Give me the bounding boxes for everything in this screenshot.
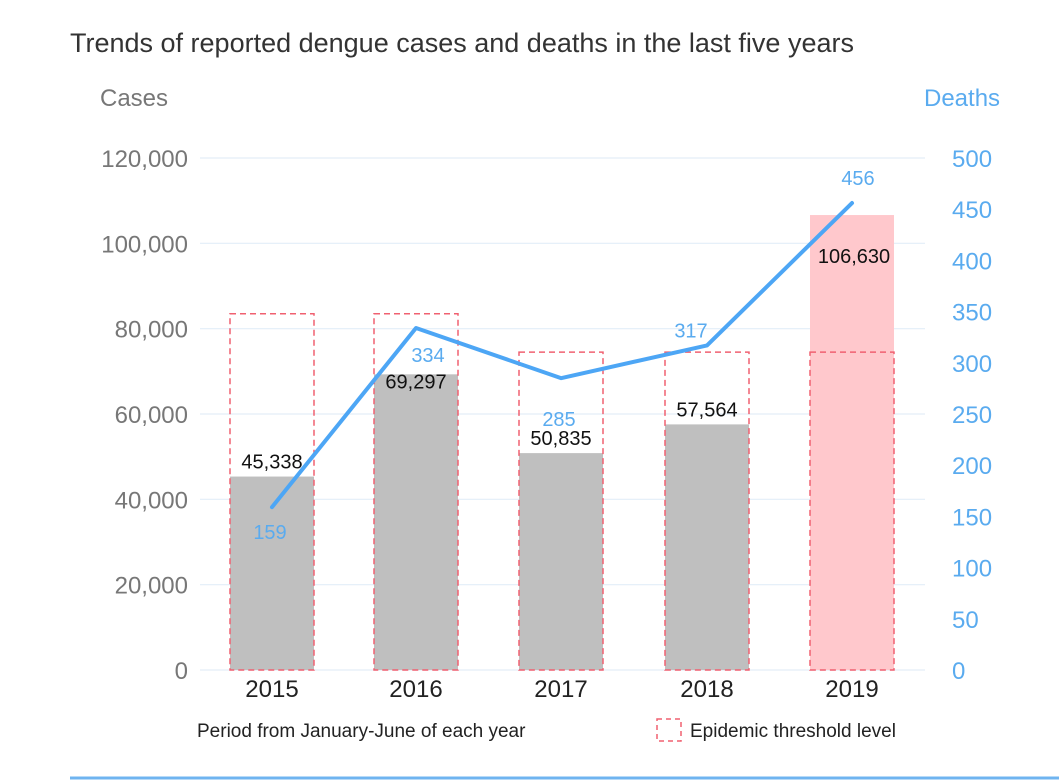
deaths-tick-label: 400 (952, 248, 992, 275)
deaths-tick-label: 300 (952, 351, 992, 378)
cases-tick-label: 0 (175, 658, 188, 685)
threshold-legend-label: Epidemic threshold level (690, 721, 896, 742)
cases-axis-title: Cases (100, 85, 168, 112)
cases-tick-label: 20,000 (115, 573, 188, 600)
deaths-tick-label: 200 (952, 453, 992, 480)
threshold-outline-2015 (229, 312, 315, 671)
cases-tick-label: 80,000 (115, 317, 188, 344)
threshold-outline-2018 (664, 351, 750, 671)
cases-tick-label: 100,000 (101, 231, 188, 258)
deaths-tick-label: 350 (952, 300, 992, 327)
cases-tick-label: 40,000 (115, 487, 188, 514)
period-footnote: Period from January-June of each year (197, 721, 526, 742)
deaths-tick-label: 0 (952, 658, 965, 685)
deaths-line (270, 201, 854, 510)
deaths-tick-label: 250 (952, 402, 992, 429)
cases-value-label: 45,338 (241, 452, 302, 474)
cases-bar-2019 (810, 215, 894, 670)
year-tick-label: 2019 (825, 676, 878, 703)
deaths-line-layer (270, 201, 854, 510)
deaths-axis-ticks: 0 50 100 150 200 250 300 350 400 450 500 (952, 146, 992, 685)
deaths-value-label: 334 (411, 345, 444, 367)
cases-bar-2018 (665, 424, 749, 670)
cases-bars (230, 215, 894, 670)
deaths-tick-label: 150 (952, 504, 992, 531)
deaths-tick-label: 450 (952, 197, 992, 224)
cases-tick-label: 120,000 (101, 146, 188, 173)
deaths-tick-label: 100 (952, 556, 992, 583)
cases-tick-label: 60,000 (115, 402, 188, 429)
deaths-value-label: 317 (674, 320, 707, 342)
threshold-outline-2016 (373, 312, 459, 671)
cases-axis-ticks: 0 20,000 40,000 60,000 80,000 100,000 120,000 (101, 146, 188, 685)
threshold-outlines (229, 312, 895, 671)
deaths-tick-label: 50 (952, 607, 979, 634)
chart-title: Trends of reported dengue cases and deat… (70, 28, 854, 58)
year-axis-ticks: 2015 2016 2017 2018 2019 (245, 676, 878, 703)
cases-labels: 45,338 69,297 50,835 57,564 106,630 (241, 246, 890, 474)
cases-value-label: 106,630 (818, 246, 890, 268)
deaths-tick-label: 500 (952, 146, 992, 173)
deaths-value-label: 285 (542, 409, 575, 431)
cases-value-label: 69,297 (385, 371, 446, 393)
cases-value-label: 57,564 (676, 399, 737, 421)
cases-value-label: 50,835 (530, 428, 591, 450)
cases-bar-2017 (519, 453, 603, 670)
deaths-value-label: 159 (253, 522, 286, 544)
cases-bar-2016 (374, 374, 458, 670)
year-tick-label: 2018 (680, 676, 733, 703)
year-tick-label: 2015 (245, 676, 298, 703)
deaths-value-label: 456 (841, 168, 874, 190)
year-tick-label: 2016 (389, 676, 442, 703)
threshold-outline-2017 (518, 351, 604, 671)
deaths-axis-title: Deaths (924, 85, 1000, 112)
threshold-legend-swatch (656, 718, 682, 742)
year-tick-label: 2017 (534, 676, 587, 703)
deaths-labels: 159 334 285 317 456 (253, 168, 874, 544)
threshold-outline-2019 (809, 351, 895, 671)
